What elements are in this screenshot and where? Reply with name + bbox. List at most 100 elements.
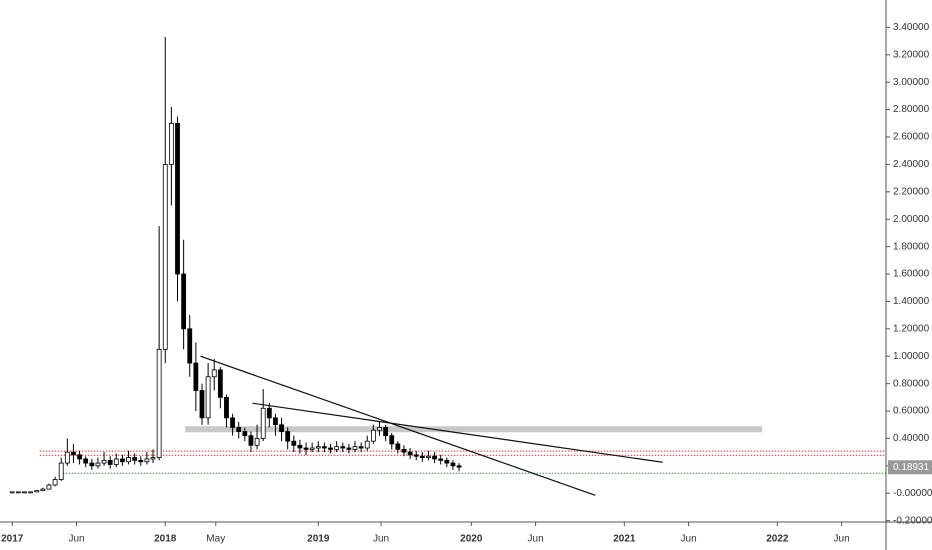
x-tick-label: Jun	[68, 534, 84, 545]
candle-body	[407, 451, 413, 456]
candle-body	[22, 491, 27, 494]
candle-body	[242, 431, 248, 437]
candle-body	[450, 462, 456, 467]
candle-body	[205, 376, 211, 419]
candle-body	[71, 451, 76, 456]
candle-body	[89, 462, 95, 467]
y-tick-label: 0.40000	[893, 433, 930, 444]
x-tick-label: 2017	[1, 534, 24, 545]
candle-body	[144, 458, 150, 463]
y-tick-label: 1.00000	[893, 351, 930, 362]
candle-body	[193, 362, 199, 391]
candle-body	[230, 417, 235, 428]
y-tick-label: -0.20000	[893, 515, 932, 526]
candle-body	[291, 440, 297, 446]
candle-body	[358, 446, 364, 449]
candle-body	[224, 396, 229, 419]
candle-body	[395, 443, 401, 450]
candle-body	[322, 446, 327, 449]
candle-body	[389, 435, 395, 445]
y-tick-label: 2.40000	[893, 159, 930, 170]
candle-body	[266, 407, 272, 419]
candle-body	[126, 457, 131, 463]
candle-body	[279, 424, 284, 432]
candle-body	[254, 438, 260, 446]
candle-body	[52, 479, 58, 486]
candle-body	[211, 369, 217, 378]
trend-line	[252, 402, 663, 463]
candle-body	[285, 431, 291, 442]
candle-body	[15, 491, 21, 494]
candle-body	[303, 447, 309, 450]
y-tick-label: 1.20000	[893, 323, 930, 334]
y-tick-label: -0.00000	[893, 488, 932, 499]
candle-body	[120, 458, 125, 463]
candle-body	[419, 455, 425, 459]
candle-body	[370, 429, 376, 442]
candle-body	[413, 454, 419, 457]
y-tick-label: 1.60000	[893, 269, 930, 280]
candle-body	[107, 459, 113, 465]
last-price-label: 0.18931	[893, 462, 930, 473]
candle-body	[83, 458, 89, 464]
x-tick-label: 2019	[307, 534, 330, 545]
y-tick-label: 2.20000	[893, 186, 930, 197]
candle-body	[444, 459, 450, 464]
candle-body	[456, 465, 462, 468]
candle-body	[364, 440, 370, 449]
y-tick-label: 0.80000	[893, 378, 930, 389]
candle-body	[260, 407, 266, 439]
y-tick-label: 3.00000	[893, 77, 930, 88]
candle-body	[113, 458, 119, 465]
candle-body	[352, 446, 358, 450]
candle-body	[334, 446, 340, 450]
x-tick-label: Jun	[834, 534, 850, 545]
candle-body	[187, 328, 193, 364]
candle-body	[432, 455, 437, 460]
y-tick-label: 2.60000	[893, 132, 930, 143]
candle-body	[168, 122, 174, 165]
x-tick-label: 2021	[613, 534, 636, 545]
candle-body	[340, 446, 346, 449]
y-tick-label: 2.80000	[893, 104, 930, 115]
candle-body	[297, 444, 303, 449]
candle-body	[162, 164, 168, 350]
candle-body	[315, 446, 321, 449]
candle-body	[101, 459, 107, 464]
candle-body	[199, 390, 205, 419]
candle-body	[217, 369, 223, 398]
y-tick-label: 1.40000	[893, 296, 930, 307]
candle-body	[438, 458, 444, 461]
candle-body	[346, 447, 352, 450]
last-price-box	[888, 460, 932, 475]
candle-body	[383, 427, 389, 437]
candle-body	[273, 417, 278, 426]
x-tick-label: May	[206, 534, 225, 545]
y-tick-label: 3.40000	[893, 22, 930, 33]
candle-body	[377, 427, 382, 431]
candle-body	[156, 348, 162, 459]
candle-body	[426, 455, 431, 459]
x-tick-label: 2018	[154, 534, 177, 545]
candle-body	[77, 454, 82, 460]
y-tick-label: 0.60000	[893, 406, 930, 417]
candle-body	[401, 448, 407, 453]
candle-body	[95, 462, 101, 467]
candle-body	[132, 457, 138, 461]
trend-line	[200, 355, 596, 496]
candle-body	[46, 484, 52, 490]
candle-body	[28, 491, 34, 494]
y-tick-label: 1.80000	[893, 241, 930, 252]
candle-body	[40, 488, 46, 491]
candle-body	[150, 457, 156, 460]
candle-body	[175, 122, 180, 275]
candle-body	[64, 451, 70, 464]
x-tick-label: Jun	[681, 534, 697, 545]
candle-body	[181, 273, 187, 330]
candle-body	[309, 447, 315, 450]
x-tick-label: Jun	[528, 534, 544, 545]
x-tick-label: Jun	[373, 534, 389, 545]
y-tick-label: 3.20000	[893, 49, 930, 60]
